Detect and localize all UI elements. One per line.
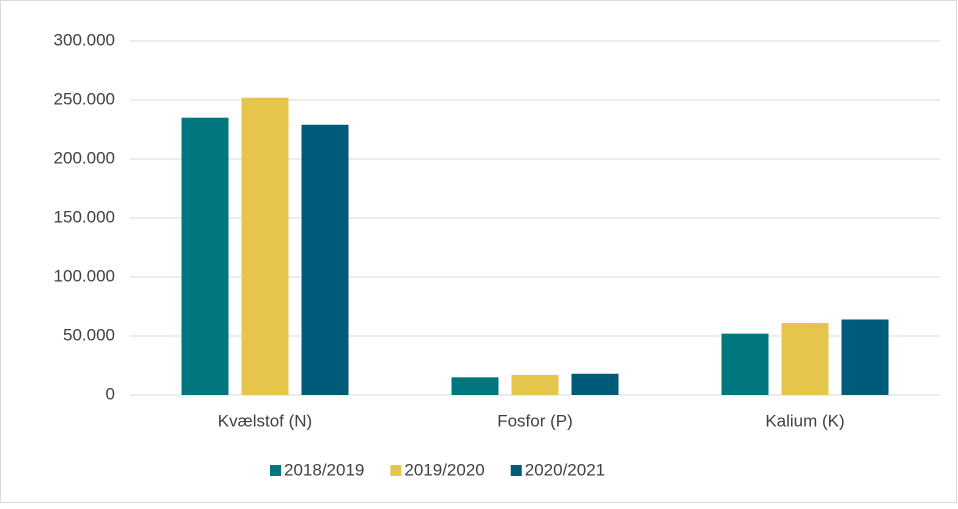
y-tick-label: 150.000	[54, 207, 115, 226]
y-tick-label: 50.000	[63, 325, 115, 344]
legend-swatch	[510, 465, 522, 476]
bar	[301, 124, 349, 395]
legend-label: 2020/2021	[525, 460, 605, 479]
y-tick-label: 250.000	[54, 89, 115, 108]
legend-label: 2018/2019	[284, 460, 364, 479]
x-tick-label: Kalium (K)	[765, 411, 844, 430]
y-tick-label: 0	[106, 384, 115, 403]
y-tick-label: 100.000	[54, 266, 115, 285]
bar	[241, 97, 289, 395]
bar	[781, 323, 829, 395]
x-tick-label: Kvælstof (N)	[218, 411, 312, 430]
y-tick-label: 200.000	[54, 148, 115, 167]
bar	[571, 373, 619, 395]
bar	[721, 333, 769, 395]
legend-swatch	[390, 465, 402, 476]
bar	[181, 117, 229, 395]
bar	[841, 319, 889, 395]
bar	[511, 374, 559, 395]
legend-swatch	[270, 465, 281, 476]
legend-label: 2019/2020	[404, 460, 484, 479]
y-tick-label: 300.000	[54, 30, 115, 49]
bar	[451, 377, 499, 395]
x-tick-label: Fosfor (P)	[497, 411, 573, 430]
